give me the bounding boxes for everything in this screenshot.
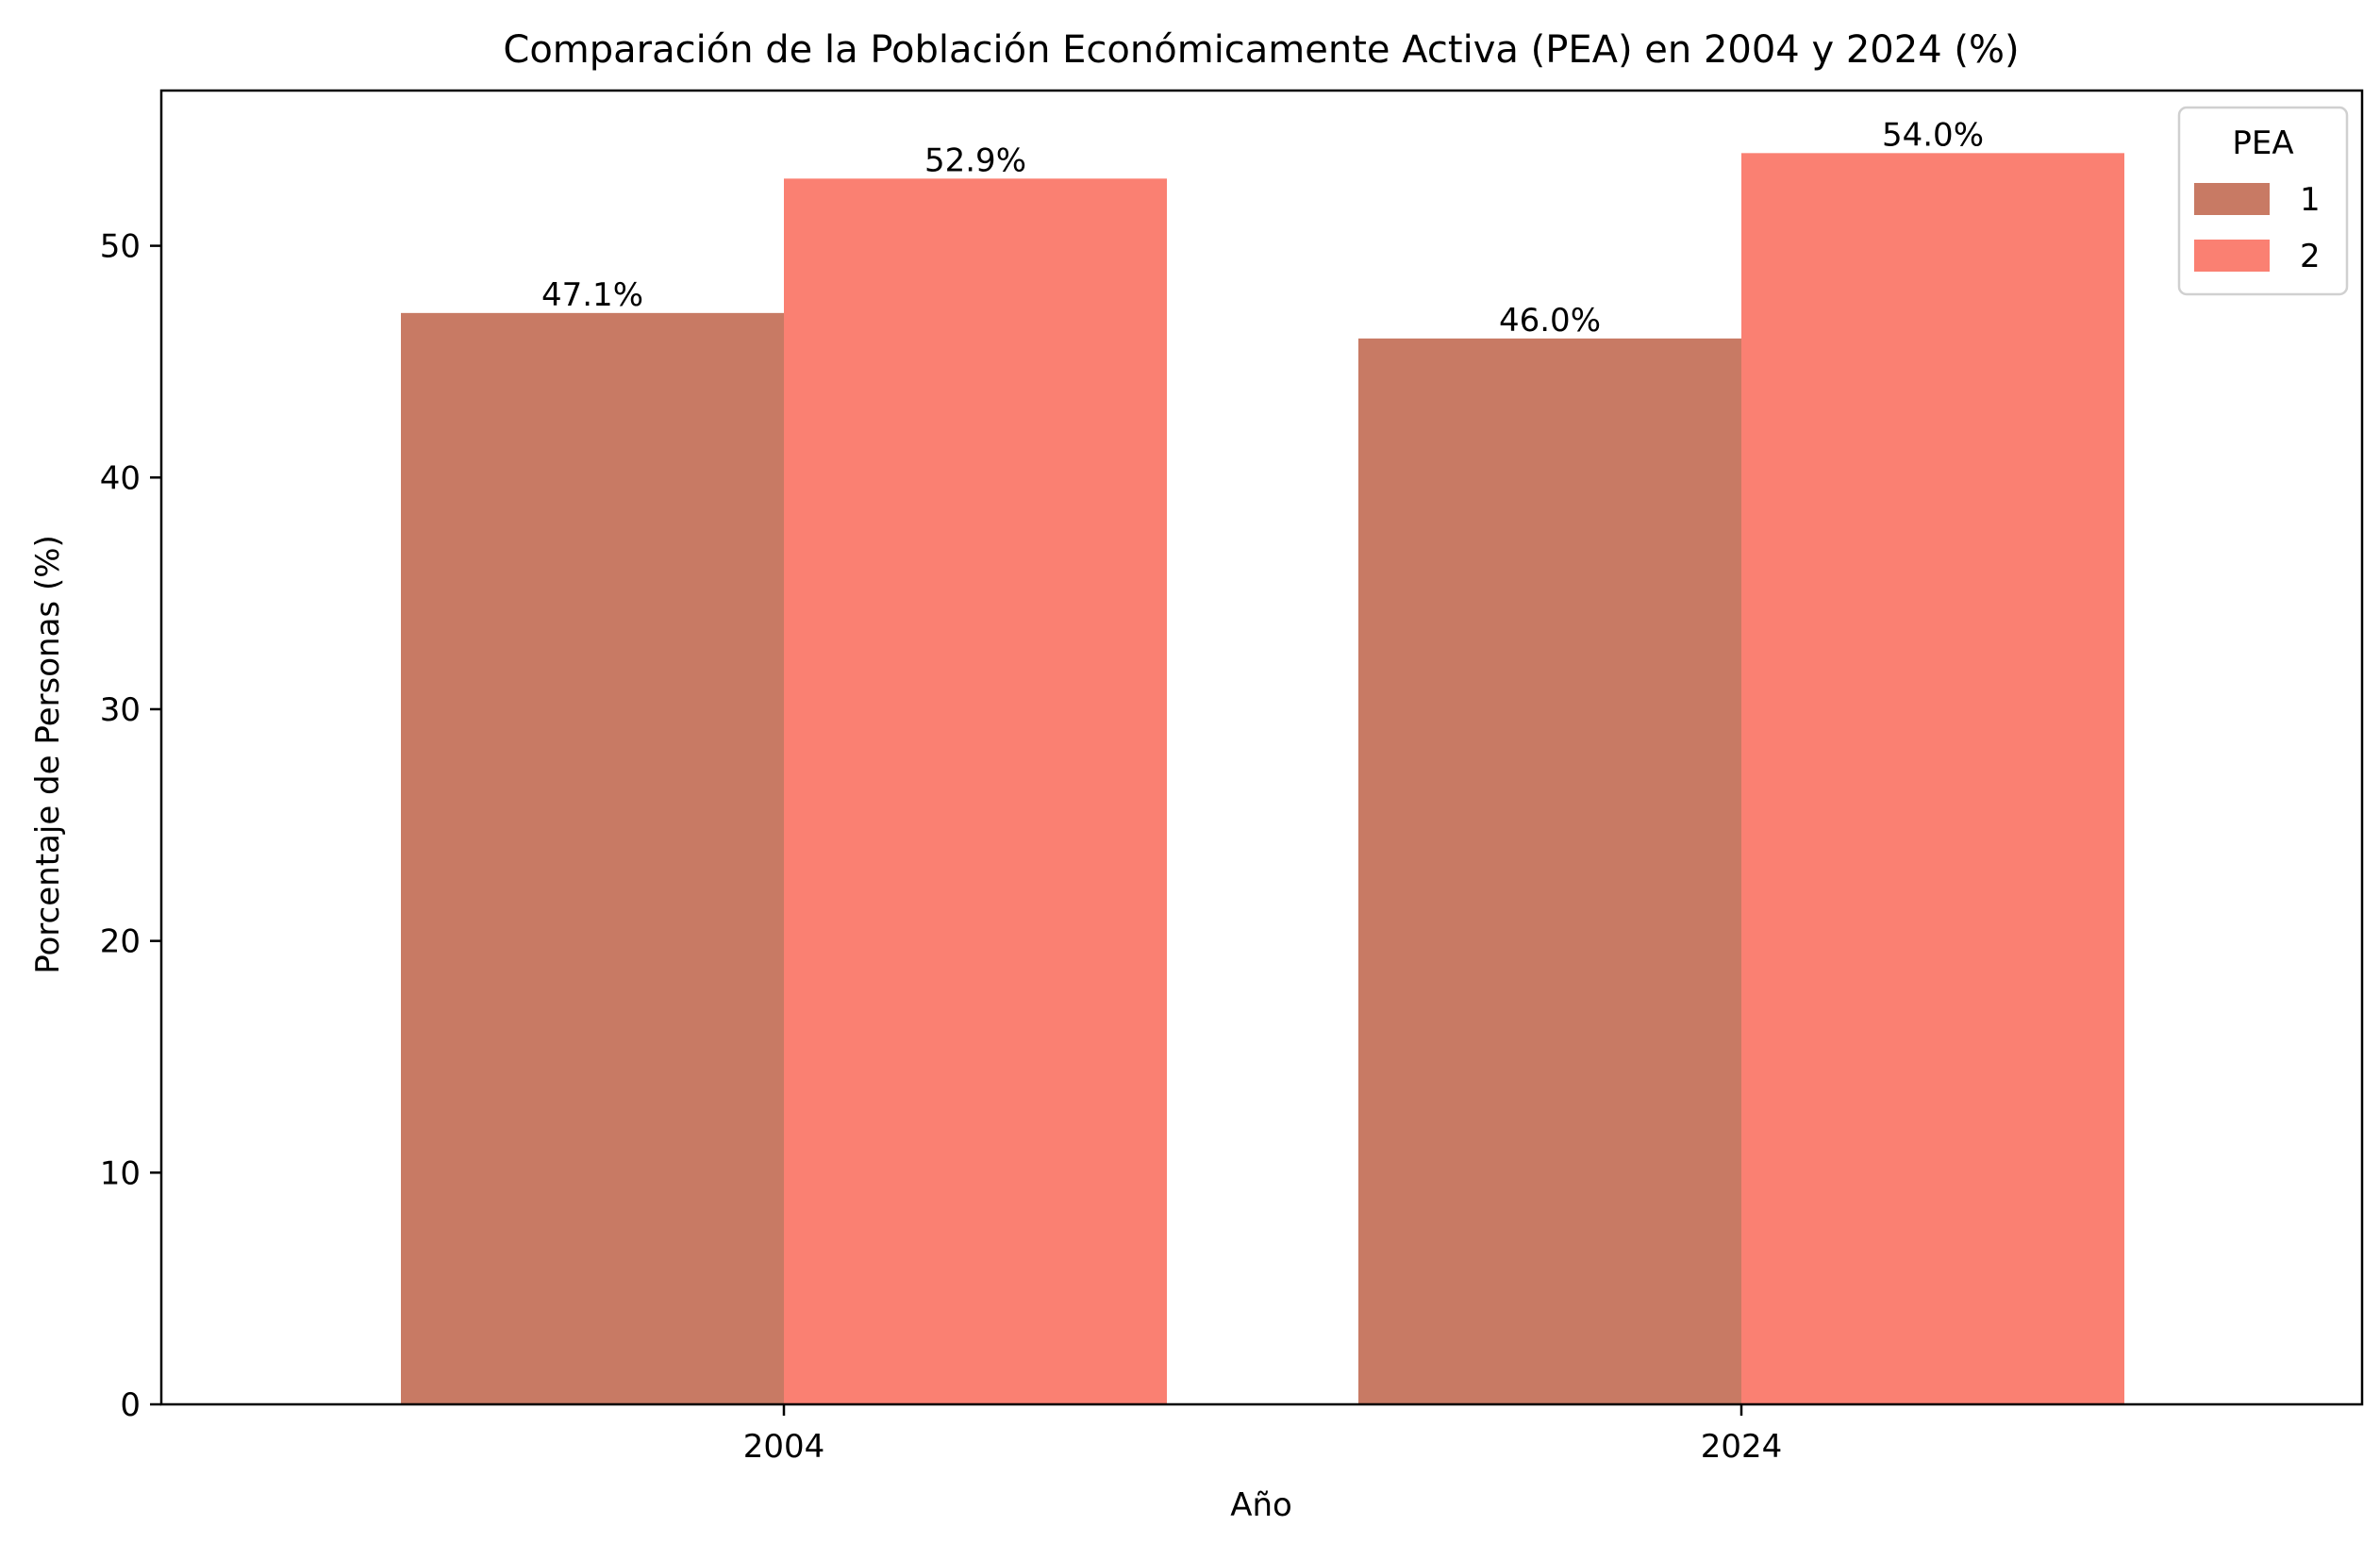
bar-series-1-2004 [401, 312, 784, 1405]
x-axis: 2004 2024 [743, 1404, 1783, 1466]
y-tick-label: 50 [100, 228, 141, 266]
y-tick-label: 40 [100, 459, 141, 497]
bar-labels-group: 47.1% 46.0% 52.9% 54.0% [541, 116, 1984, 340]
y-tick-label: 30 [100, 691, 141, 729]
legend: PEA 12 [2177, 106, 2349, 296]
x-tick-label: 2024 [1701, 1428, 1783, 1466]
x-tick-label: 2004 [743, 1428, 825, 1466]
bar-series-2-2004 [784, 178, 1167, 1404]
legend-label: 1 [2300, 181, 2321, 219]
legend-title: PEA [2232, 124, 2293, 162]
x-axis-label: Año [1230, 1486, 1292, 1524]
y-axis: 0 10 20 30 40 50 [100, 228, 161, 1424]
bar-value-label: 46.0% [1499, 302, 1601, 340]
legend-entries: 12 [2194, 181, 2321, 275]
chart-title: Comparación de la Población Económicamen… [503, 28, 2019, 72]
bar-value-label: 52.9% [924, 141, 1026, 179]
legend-swatch-2 [2194, 240, 2270, 272]
bar-value-label: 47.1% [541, 276, 643, 314]
bar-value-label: 54.0% [1882, 116, 1984, 154]
y-axis-label: Porcentaje de Personas (%) [29, 535, 67, 974]
legend-label: 2 [2300, 238, 2321, 275]
bars-group [401, 153, 2124, 1405]
legend-swatch-1 [2194, 183, 2270, 215]
y-tick-label: 10 [100, 1154, 141, 1192]
y-tick-label: 0 [120, 1386, 141, 1424]
plot-frame [159, 89, 2364, 1406]
y-tick-label: 20 [100, 923, 141, 961]
bar-series-1-2024 [1358, 338, 1741, 1404]
bar-series-2-2024 [1741, 153, 2124, 1404]
